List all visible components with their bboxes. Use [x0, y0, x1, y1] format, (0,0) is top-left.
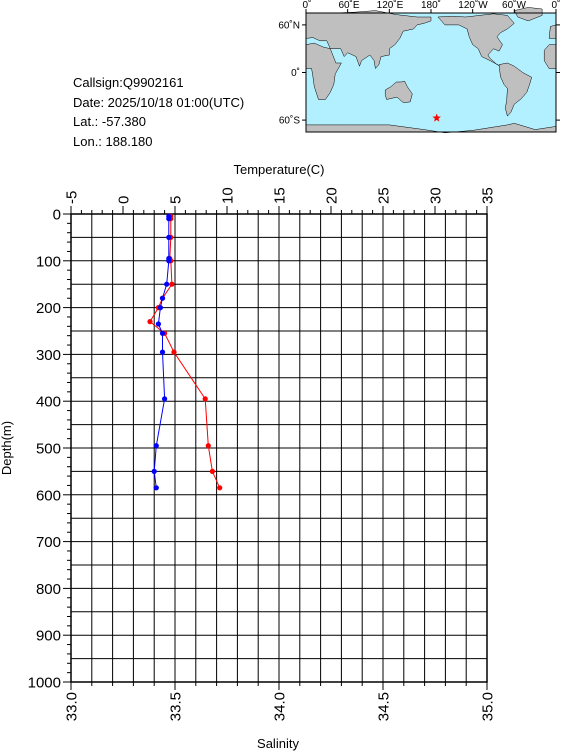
temperature-point — [171, 349, 177, 355]
temperature-tick-label: 10 — [220, 187, 237, 204]
salinity-point — [157, 305, 163, 311]
longitude-text: Lon.: 188.180 — [73, 133, 153, 149]
temperature-tick-label: -5 — [64, 191, 81, 204]
temperature-point — [209, 468, 215, 474]
salinity-point — [166, 234, 172, 240]
salinity-point — [155, 321, 161, 327]
temperature-tick-label: 35 — [480, 187, 497, 204]
depth-tick-label: 300 — [36, 347, 61, 364]
salinity-point — [159, 349, 166, 355]
temperature-tick-label: 15 — [272, 187, 289, 204]
callsign-text: Callsign:Q9902161 — [73, 75, 184, 90]
salinity-tick-label: 34.5 — [376, 692, 393, 721]
salinity-tick-label: 33.5 — [168, 692, 185, 721]
depth-tick-label: 800 — [36, 581, 61, 598]
salinity-axis-label: Salinity — [257, 736, 299, 751]
temperature-tick-label: 5 — [168, 196, 185, 204]
salinity-point — [162, 396, 168, 402]
depth-tick-label: 400 — [36, 394, 61, 411]
temperature-point — [169, 281, 175, 287]
depth-tick-label: 600 — [36, 487, 61, 504]
depth-axis-label: Depth(m) — [0, 421, 14, 475]
temperature-point — [202, 396, 208, 402]
latitude-text: Lat.: -57.380 — [73, 114, 146, 129]
temperature-point — [205, 443, 211, 449]
salinity-point — [151, 468, 157, 474]
temperature-point — [147, 319, 153, 325]
temperature-axis-label: Temperature(C) — [233, 162, 324, 177]
depth-tick-label: 700 — [36, 534, 61, 551]
salinity-point — [164, 281, 170, 287]
salinity-point — [159, 330, 166, 336]
temperature-tick-label: 0 — [116, 196, 133, 204]
depth-tick-label: 100 — [36, 253, 61, 270]
temperature-point — [217, 485, 223, 491]
salinity-point — [153, 485, 159, 491]
temperature-tick-label: 20 — [324, 187, 341, 204]
station-info: Callsign:Q9902161 Date: 2025/10/18 01:00… — [73, 73, 244, 151]
depth-tick-label: 200 — [36, 300, 61, 317]
salinity-point — [166, 258, 172, 264]
depth-tick-label: 500 — [36, 441, 61, 458]
salinity-tick-label: 34.0 — [272, 692, 289, 721]
salinity-point — [166, 216, 172, 222]
depth-tick-label: 0 — [53, 207, 61, 224]
salinity-tick-label: 35.0 — [480, 692, 497, 721]
temperature-tick-label: 30 — [428, 187, 445, 204]
salinity-point — [153, 443, 159, 449]
depth-tick-label: 900 — [36, 628, 61, 645]
salinity-tick-label: 33.0 — [64, 692, 81, 721]
temperature-tick-label: 25 — [376, 187, 393, 204]
date-text: Date: 2025/10/18 01:00(UTC) — [73, 94, 245, 110]
depth-tick-label: 1000 — [28, 675, 61, 692]
salinity-point — [159, 295, 166, 301]
